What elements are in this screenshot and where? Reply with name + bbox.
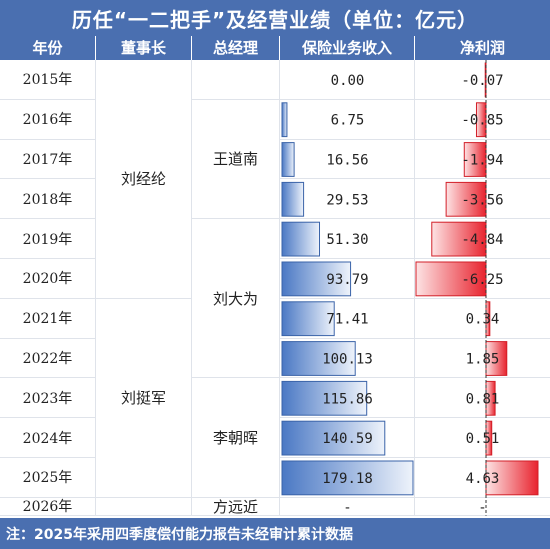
income-cell [280, 60, 415, 100]
income-value-label: 29.53 [326, 192, 368, 208]
year-cell: 2016年 [0, 99, 96, 140]
profit-cell [415, 60, 550, 100]
profit-bar [485, 341, 508, 376]
year-cell: 2024年 [0, 418, 96, 458]
profit-value-label: -6.25 [461, 272, 503, 288]
income-bar [281, 102, 288, 138]
income-bar [281, 460, 414, 496]
year-cell: 2026年 [0, 497, 96, 516]
profit-bar [475, 102, 487, 138]
manager-cell: 李朝晖 [192, 378, 280, 498]
manager-cell: 方远近 [192, 497, 280, 516]
year-cell: 2022年 [0, 338, 96, 379]
profit-value-label: 0.34 [466, 312, 500, 328]
income-value-label: 115.86 [322, 391, 373, 407]
income-bar [281, 181, 305, 217]
year-cell: 2017年 [0, 139, 96, 180]
income-cell [280, 139, 415, 180]
profit-cell [415, 378, 550, 419]
income-value-label: 0.00 [331, 73, 365, 89]
profit-cell [415, 497, 550, 516]
profit-bar [485, 301, 491, 337]
income-value-label: 6.75 [331, 113, 365, 129]
profit-bar [431, 221, 487, 257]
income-bar [281, 221, 321, 257]
profit-bar [485, 380, 496, 416]
profit-bar [485, 420, 493, 456]
header-manager: 总经理 [192, 36, 280, 60]
year-cell: 2019年 [0, 219, 96, 259]
income-value-label: 140.59 [322, 431, 373, 447]
year-cell: 2020年 [0, 259, 96, 299]
profit-value-label: -4.84 [461, 232, 503, 248]
profit-cell [415, 338, 550, 379]
profit-value-label: -1.94 [461, 153, 503, 169]
income-bar [281, 301, 335, 337]
profit-value-label: -3.56 [461, 192, 503, 208]
income-value-label: 16.56 [326, 153, 368, 169]
income-bar [281, 341, 356, 376]
table-title: 历任“一二把手”及经营业绩（单位：亿元） [0, 0, 550, 36]
profit-value-label: -0.07 [461, 73, 503, 89]
footnote: 注：2025年采用四季度偿付能力报告未经审计累计数据 [0, 518, 550, 549]
income-bar [281, 261, 352, 297]
table-header: 年份 董事长 总经理 保险业务收入 净利润 [0, 36, 550, 60]
income-bar [281, 420, 386, 456]
income-cell [280, 497, 415, 516]
header-chairman: 董事长 [96, 36, 192, 60]
year-cell: 2021年 [0, 298, 96, 339]
manager-cell: 刘大为 [192, 219, 280, 379]
profit-value-label: -0.85 [461, 113, 503, 129]
income-bar [281, 142, 295, 177]
profit-cell [415, 298, 550, 339]
year-cell: 2023年 [0, 378, 96, 419]
chairman-cell: 刘挺军 [96, 298, 192, 498]
profit-bar [463, 142, 487, 177]
income-cell [280, 99, 415, 140]
profit-value-label: 4.63 [466, 471, 500, 487]
profit-value-label: 0.81 [466, 391, 500, 407]
year-cell: 2018年 [0, 179, 96, 220]
profit-bar [415, 261, 487, 297]
profit-value-label: 0.51 [466, 431, 500, 447]
profit-bar [485, 460, 539, 496]
income-value-label: - [343, 500, 351, 516]
profit-value-label: 1.85 [466, 352, 500, 368]
manager-cell [192, 60, 280, 100]
year-cell: 2025年 [0, 458, 96, 498]
profit-cell [415, 418, 550, 458]
income-value-label: 51.30 [326, 232, 368, 248]
header-income: 保险业务收入 [280, 36, 415, 60]
profit-bar [445, 181, 487, 217]
manager-cell: 王道南 [192, 99, 280, 220]
profit-value-label: - [478, 500, 486, 516]
income-value-label: 179.18 [322, 471, 373, 487]
income-value-label: 100.13 [322, 352, 373, 368]
income-value-label: 93.79 [326, 272, 368, 288]
chairman-cell: 刘经纶 [96, 60, 192, 299]
income-value-label: 71.41 [326, 312, 368, 328]
year-cell: 2015年 [0, 60, 96, 100]
income-bar [281, 380, 368, 416]
header-profit: 净利润 [459, 39, 505, 57]
header-year: 年份 [0, 36, 96, 60]
chairman-cell [96, 497, 192, 516]
